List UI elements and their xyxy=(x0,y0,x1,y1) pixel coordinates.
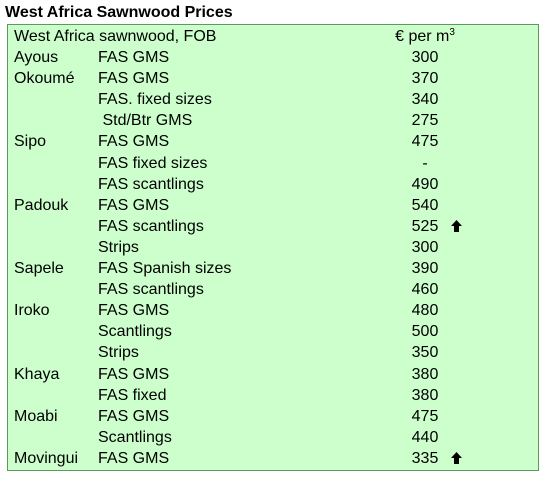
header-unit-text: € per m xyxy=(395,28,450,45)
price-cell: 300 xyxy=(411,49,439,66)
table-row: FAS scantlings 490 xyxy=(8,174,538,195)
header-unit-sup: 3 xyxy=(449,27,455,38)
species-cell: Sipo xyxy=(14,133,47,151)
table-row: FAS scantlings 460 xyxy=(8,279,538,300)
table-row: Strips 300 xyxy=(8,237,538,258)
price-cell: 350 xyxy=(411,344,439,362)
grade-cell: FAS GMS xyxy=(98,302,170,320)
grade-cell: FAS GMS xyxy=(98,49,170,66)
table-row: Okoumé FAS GMS 370 xyxy=(8,68,538,89)
header-unit: € per m3 xyxy=(380,26,470,47)
grade-cell: FAS scantlings xyxy=(98,217,204,235)
table-row: Strips 350 xyxy=(8,342,538,363)
price-cell: 480 xyxy=(411,302,439,320)
table-header: West Africa sawnwood, FOB € per m3 xyxy=(8,26,538,47)
grade-cell: FAS GMS xyxy=(98,70,170,88)
grade-cell: FAS scantlings xyxy=(98,281,204,299)
species-cell: Khaya xyxy=(14,365,60,383)
grade-cell: FAS GMS xyxy=(98,407,170,425)
table-row: FAS fixed sizes - xyxy=(8,153,538,174)
grade-cell: Strips xyxy=(98,238,139,256)
table-row: Iroko FAS GMS 480 xyxy=(8,300,538,321)
grade-cell: FAS Spanish sizes xyxy=(98,260,232,277)
grade-cell: FAS GMS xyxy=(98,196,170,214)
grade-cell: FAS GMS xyxy=(98,449,170,467)
price-cell: 275 xyxy=(411,112,439,130)
price-cell: - xyxy=(422,154,428,172)
grade-cell: Scantlings xyxy=(98,323,172,341)
header-label: West Africa sawnwood, FOB xyxy=(14,28,217,45)
table-row: Scantlings 500 xyxy=(8,321,538,342)
table-row: Movingui FAS GMS 335 xyxy=(8,448,538,469)
table-row: FAS scantlings 525 xyxy=(8,216,538,237)
price-cell: 475 xyxy=(411,133,439,151)
grade-cell: FAS scantlings xyxy=(98,175,204,193)
species-cell: Sapele xyxy=(14,260,64,277)
price-cell: 490 xyxy=(411,175,439,193)
table-row: FAS fixed 380 xyxy=(8,385,538,406)
up-arrow-icon xyxy=(451,219,462,232)
price-cell: 540 xyxy=(411,196,439,214)
price-cell: 335 xyxy=(411,449,439,467)
table-row: Khaya FAS GMS 380 xyxy=(8,364,538,385)
table-row: Sipo FAS GMS 475 xyxy=(8,131,538,152)
table-row: Padouk FAS GMS 540 xyxy=(8,195,538,216)
price-cell: 300 xyxy=(411,238,439,256)
price-cell: 390 xyxy=(411,260,439,277)
species-cell: Ayous xyxy=(14,49,59,66)
price-cell: 440 xyxy=(411,428,439,446)
species-cell: Padouk xyxy=(14,196,69,214)
price-cell: 525 xyxy=(411,217,439,235)
species-cell: Movingui xyxy=(14,449,79,467)
price-table: West Africa sawnwood, FOB € per m3 Ayous… xyxy=(7,24,539,471)
price-cell: 380 xyxy=(411,386,439,404)
table-row: Ayous FAS GMS 300 xyxy=(8,47,538,68)
table-row: Sapele FAS Spanish sizes 390 xyxy=(8,258,538,279)
grade-cell: FAS. fixed sizes xyxy=(98,91,212,109)
grade-cell: Scantlings xyxy=(98,428,172,446)
up-arrow-icon xyxy=(451,451,462,464)
page-title: West Africa Sawnwood Prices xyxy=(5,4,233,21)
price-cell: 500 xyxy=(411,323,439,341)
grade-cell: Strips xyxy=(98,344,139,362)
price-cell: 370 xyxy=(411,70,439,88)
price-cell: 340 xyxy=(411,91,439,109)
species-cell: Okoumé xyxy=(14,70,75,88)
price-cell: 460 xyxy=(411,281,439,299)
species-cell: Iroko xyxy=(14,302,50,320)
grade-cell: FAS GMS xyxy=(98,365,170,383)
table-row: Scantlings 440 xyxy=(8,427,538,448)
table-row: Std/Btr GMS 275 xyxy=(8,110,538,131)
grade-cell: FAS fixed sizes xyxy=(98,154,208,172)
price-cell: 380 xyxy=(411,365,439,383)
grade-cell: FAS fixed xyxy=(98,386,167,404)
price-cell: 475 xyxy=(411,407,439,425)
grade-cell: Std/Btr GMS xyxy=(98,112,193,130)
table-row: FAS. fixed sizes 340 xyxy=(8,89,538,110)
table-row: Moabi FAS GMS 475 xyxy=(8,406,538,427)
grade-cell: FAS GMS xyxy=(98,133,170,151)
species-cell: Moabi xyxy=(14,407,58,425)
